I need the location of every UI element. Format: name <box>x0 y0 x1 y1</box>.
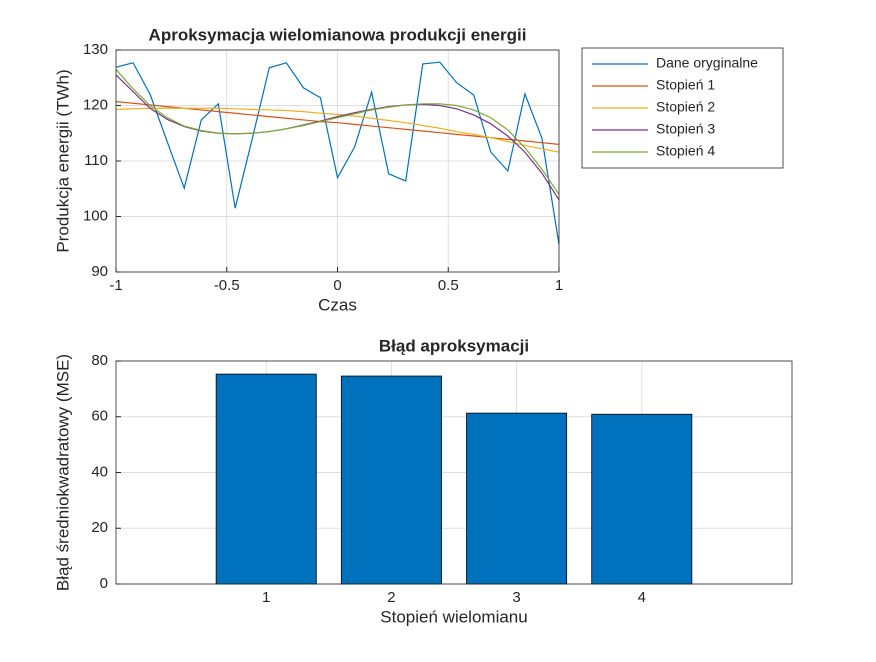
y-tick-label: 0 <box>100 575 108 592</box>
y-tick-label: 60 <box>91 408 108 425</box>
y-tick-label: 90 <box>91 263 108 280</box>
legend-label: Stopień 3 <box>656 121 715 137</box>
y-tick-label: 110 <box>84 152 108 169</box>
y-tick-label: 80 <box>91 352 108 369</box>
y-tick-label: 20 <box>91 519 108 536</box>
x-tick-label: 2 <box>387 589 395 606</box>
x-axis-label: Czas <box>318 295 357 314</box>
chart-title: Błąd aproksymacji <box>379 336 529 355</box>
x-tick-label: 1 <box>555 277 563 294</box>
x-tick-label: 0 <box>333 277 341 294</box>
x-axis-label: Stopień wielomianu <box>380 607 527 626</box>
bar <box>591 413 693 585</box>
y-tick-label: 40 <box>91 463 108 480</box>
legend-label: Dane oryginalne <box>656 55 758 71</box>
y-tick-label: 100 <box>83 207 108 224</box>
x-tick-label: -0.5 <box>214 277 240 294</box>
y-tick-label: 130 <box>83 41 108 58</box>
line <box>115 61 560 245</box>
line <box>115 107 560 153</box>
y-tick-label: 120 <box>83 96 108 113</box>
x-tick-label: 1 <box>262 589 270 606</box>
x-tick-label: -1 <box>109 277 122 294</box>
bar <box>215 373 317 585</box>
bar <box>340 375 442 585</box>
bar <box>466 412 568 585</box>
axes-frame <box>115 49 560 273</box>
axes-frame <box>115 360 793 585</box>
x-tick-label: 0.5 <box>438 277 459 294</box>
legend-label: Stopień 4 <box>656 143 715 159</box>
legend-label: Stopień 2 <box>656 99 715 115</box>
x-tick-label: 3 <box>512 589 520 606</box>
line <box>115 69 560 195</box>
y-axis-label: Produkcja energii (TWh) <box>53 69 72 252</box>
y-axis-label: Błąd średniokwadratowy (MSE) <box>53 354 72 591</box>
legend-label: Stopień 1 <box>656 77 715 93</box>
x-tick-label: 4 <box>638 589 646 606</box>
chart-title: Aproksymacja wielomianowa produkcji ener… <box>149 25 527 44</box>
